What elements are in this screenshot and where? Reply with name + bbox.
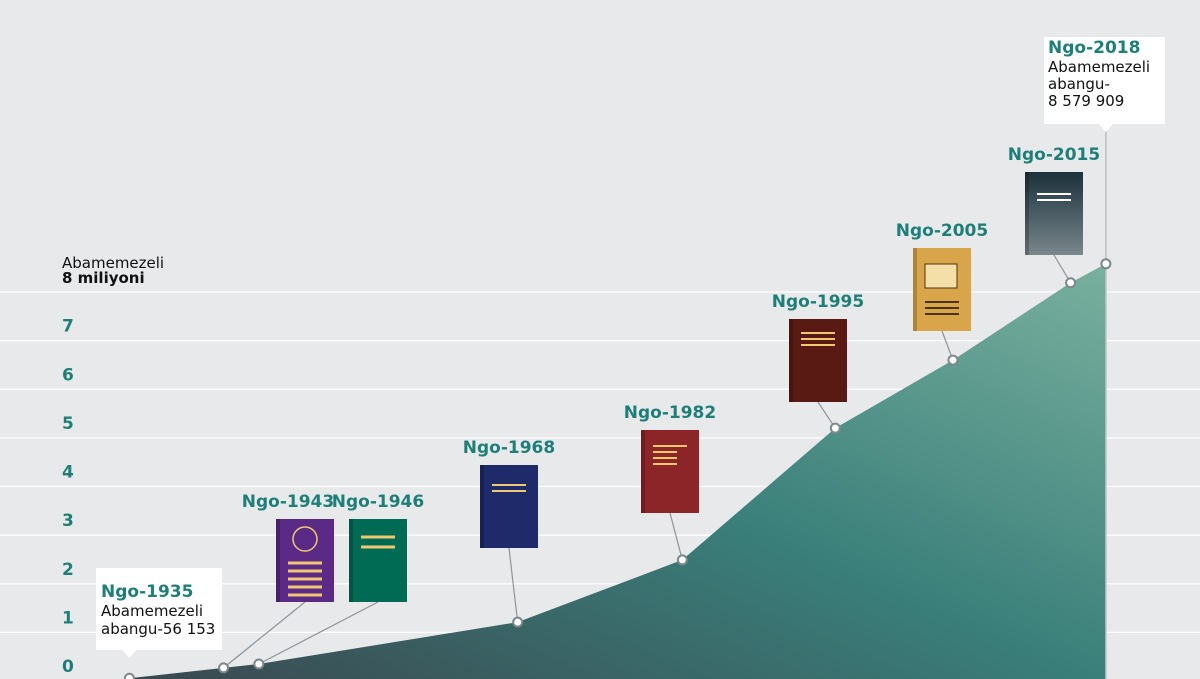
point bbox=[1100, 258, 1112, 270]
book-spine bbox=[349, 519, 353, 602]
y-axis-label: Abamemezeli bbox=[62, 254, 164, 272]
book-emblem bbox=[292, 526, 318, 552]
book-emblem bbox=[924, 263, 958, 289]
callout-box bbox=[1044, 37, 1165, 124]
year-label: Ngo-2015 bbox=[1008, 145, 1100, 165]
year-label: Ngo-1995 bbox=[772, 292, 864, 312]
year-label: Ngo-1935 bbox=[101, 582, 193, 602]
point bbox=[676, 554, 688, 566]
y-tick-label: 0 bbox=[62, 657, 74, 677]
year-label: Ngo-1968 bbox=[463, 438, 555, 458]
book-spine bbox=[1025, 172, 1029, 255]
y-tick-label: 4 bbox=[62, 463, 74, 483]
year-label: Ngo-1982 bbox=[624, 403, 716, 423]
connector bbox=[258, 601, 379, 665]
book bbox=[349, 519, 407, 602]
point bbox=[1065, 277, 1077, 289]
year-label: Ngo-2018 bbox=[1048, 38, 1140, 58]
book-spine bbox=[276, 519, 280, 602]
point bbox=[829, 422, 841, 434]
book bbox=[480, 465, 538, 548]
y-tick-label: 3 bbox=[62, 511, 74, 531]
callout-text: Abamemezeli bbox=[1048, 58, 1150, 76]
connector bbox=[223, 601, 306, 669]
value-label: 56 153 bbox=[163, 620, 216, 638]
callout-pointer bbox=[122, 650, 137, 658]
book-spine bbox=[480, 465, 484, 548]
y-tick-label: 1 bbox=[62, 608, 74, 628]
book bbox=[1025, 172, 1083, 255]
book-spine bbox=[789, 319, 793, 402]
y-tick-label: 7 bbox=[62, 317, 74, 337]
book-spine bbox=[913, 248, 917, 331]
callout-text: abangu- bbox=[1048, 75, 1110, 93]
connector bbox=[669, 512, 683, 561]
connector bbox=[508, 547, 519, 623]
book-spine bbox=[641, 430, 645, 513]
book bbox=[789, 319, 847, 402]
point bbox=[512, 616, 524, 628]
callout-text: Abamemezeli bbox=[101, 602, 203, 620]
callout-text: abangu- bbox=[101, 620, 163, 638]
book bbox=[913, 248, 971, 331]
y-tick-label: 6 bbox=[62, 365, 74, 385]
point bbox=[123, 672, 135, 679]
book bbox=[641, 430, 699, 513]
point bbox=[947, 354, 959, 366]
year-label: Ngo-1943 bbox=[242, 492, 334, 512]
point bbox=[253, 658, 265, 670]
year-label: Ngo-2005 bbox=[896, 221, 988, 241]
y-tick-label: 2 bbox=[62, 560, 74, 580]
y-tick-label: 8 miliyoni bbox=[62, 269, 145, 287]
y-tick-label: 5 bbox=[62, 414, 74, 434]
value-label: 8 579 909 bbox=[1048, 92, 1124, 110]
point bbox=[218, 662, 230, 674]
area bbox=[129, 263, 1106, 679]
year-label: Ngo-1946 bbox=[332, 492, 424, 512]
callout-pointer bbox=[1098, 124, 1113, 132]
callout-text: abangu-56 153 bbox=[101, 620, 215, 638]
callout-box bbox=[96, 568, 222, 650]
book bbox=[276, 519, 334, 602]
